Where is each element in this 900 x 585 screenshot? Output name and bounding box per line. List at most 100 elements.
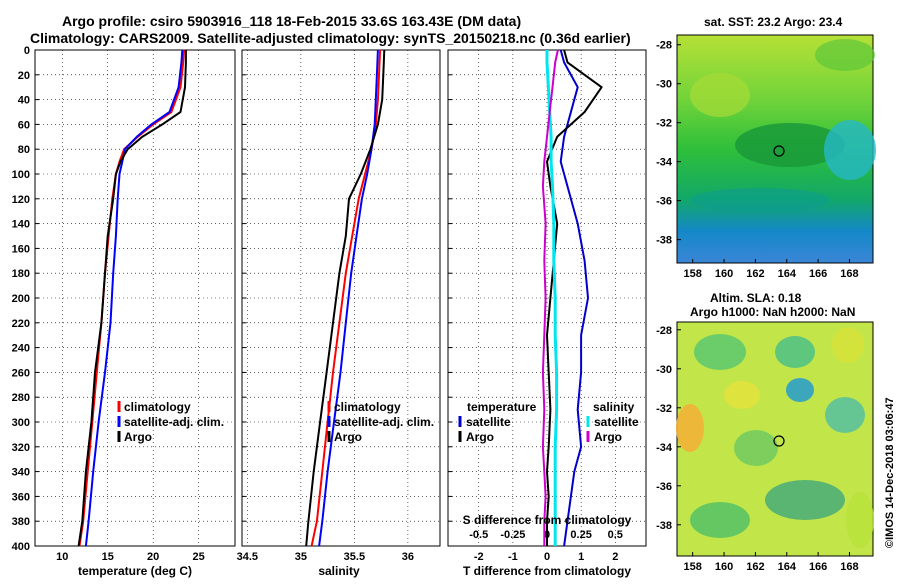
map-lon-label: 164	[778, 268, 797, 280]
x-tick-label: 34.5	[237, 551, 258, 563]
temperature-grid	[35, 49, 235, 547]
map-lon-label: 162	[746, 561, 764, 573]
series-line-satellite-adj-clim-	[84, 49, 184, 547]
map-lat-label: -34	[656, 442, 673, 454]
title-line-2: Climatology: CARS2009. Satellite-adjuste…	[30, 30, 631, 46]
series-line-salinity-argo	[541, 49, 559, 546]
legend-label-t-argo: Argo	[466, 430, 494, 444]
depth-tick-label: 80	[18, 144, 30, 156]
salinity-lines	[305, 49, 386, 547]
depth-tick-label: 320	[12, 442, 30, 454]
sst-map-title: sat. SST: 23.2 Argo: 23.4	[704, 15, 843, 29]
series-line-argo	[77, 50, 187, 547]
x-tick-label: 36	[402, 551, 414, 563]
legend-title-temperature: temperature	[467, 400, 537, 414]
depth-tick-label: 340	[12, 467, 30, 479]
map-lat-label: -28	[656, 40, 672, 52]
temperature-panel: 0 20 40 60 80 100 120 140 160 180 200 220 240 260 280 3…	[12, 45, 236, 578]
temperature-lines	[77, 49, 187, 547]
imos-credit: ©IMOS 14-Dec-2018 03:06:47	[884, 397, 896, 548]
map-lat-label: -36	[656, 481, 672, 493]
series-line-climatology	[310, 49, 382, 547]
depth-tick-label: 40	[18, 95, 30, 107]
map-lon-label: 168	[840, 268, 858, 280]
legend-label-satellite: satellite-adj. clim.	[334, 415, 434, 429]
depth-tick-label: 160	[12, 243, 30, 255]
difference-lines	[541, 49, 603, 547]
x-tick-label: 10	[56, 551, 68, 563]
sst-profile-marker	[773, 145, 785, 157]
difference-legend: temperature satellite Argo salinity sate…	[458, 400, 639, 444]
salinity-xlabel: salinity	[318, 564, 360, 578]
x-tick-label: 20	[147, 551, 159, 563]
map-lon-label: 164	[778, 561, 797, 573]
depth-tick-label: 240	[12, 343, 30, 355]
map-lat-label: -36	[656, 196, 672, 208]
map-lon-label: 166	[809, 268, 827, 280]
sla-profile-marker	[773, 435, 785, 447]
salinity-grid	[242, 49, 440, 547]
legend-title-salinity: salinity	[593, 400, 635, 414]
x-tick-label: 1	[578, 551, 584, 563]
depth-tick-label: 300	[12, 417, 30, 429]
map-lon-label: 166	[809, 561, 827, 573]
s-tick-label: 0.5	[608, 529, 623, 541]
temperature-xlabel: temperature (deg C)	[78, 564, 192, 578]
map-lon-label: 158	[684, 268, 702, 280]
depth-tick-label: 60	[18, 119, 30, 131]
sla-map: Altim. SLA: 0.18 Argo h1000: NaN h2000: …	[656, 291, 874, 573]
title-line-1: Argo profile: csiro 5903916_118 18-Feb-2…	[62, 13, 521, 29]
depth-tick-label: 120	[12, 194, 30, 206]
x-tick-label: 15	[102, 551, 114, 563]
series-line-temperature-satellite	[559, 49, 589, 547]
map-lat-label: -34	[656, 157, 673, 169]
legend-label-s-argo: Argo	[594, 430, 622, 444]
s-tick-label: -0.25	[500, 529, 525, 541]
depth-tick-labels: 0 20 40 60 80 100 120 140 160 180 200 220 240 260 280 3…	[12, 45, 30, 553]
s-tick-label: 0.25	[570, 529, 591, 541]
depth-tick-label: 140	[12, 219, 30, 231]
map-lat-label: -30	[656, 364, 672, 376]
sst-map-tick-labels: 158 160 162 164 166 168 -28 -30 -32 -34 -36 -38	[656, 40, 859, 280]
legend-label-climatology: climatology	[334, 400, 401, 414]
legend-label-climatology: climatology	[124, 400, 191, 414]
sla-map-title-1: Altim. SLA: 0.18	[710, 291, 802, 305]
map-lon-label: 162	[746, 268, 764, 280]
x-tick-label: 35	[295, 551, 307, 563]
map-lon-label: 158	[684, 561, 702, 573]
x-tick-label: 35.5	[344, 551, 365, 563]
map-lat-label: -30	[656, 79, 672, 91]
depth-tick-label: 0	[24, 45, 30, 57]
x-tick-label: 0	[544, 551, 550, 563]
series-line-temperature-argo	[546, 49, 603, 546]
depth-tick-label: 20	[18, 70, 30, 82]
map-lon-label: 168	[840, 561, 858, 573]
x-tick-label: -1	[508, 551, 518, 563]
series-line-argo	[305, 49, 386, 547]
s-difference-label: S difference from climatology	[463, 513, 632, 527]
x-tick-label: -2	[474, 551, 484, 563]
x-tick-label: 25	[193, 551, 205, 563]
map-lat-label: -38	[656, 235, 672, 247]
depth-tick-label: 100	[12, 169, 30, 181]
sst-features	[690, 39, 876, 212]
difference-panel: -2 -1 0 1 2-0.5 -0.25 0 0.25 0.5 T difference fr…	[447, 49, 647, 578]
sla-features	[676, 327, 874, 548]
series-line-satellite-adj-clim-	[318, 49, 379, 547]
legend-label-argo: Argo	[124, 430, 152, 444]
map-lon-label: 160	[715, 268, 733, 280]
depth-tick-label: 280	[12, 392, 30, 404]
temperature-x-tick-labels: 10 15 20 25	[56, 551, 205, 563]
sla-map-tick-labels: 158 160 162 164 166 168 -28 -30 -32 -34 -36 -38	[656, 325, 859, 573]
depth-tick-label: 200	[12, 293, 30, 305]
legend-label-t-satellite: satellite	[466, 415, 511, 429]
map-lat-label: -38	[656, 520, 672, 532]
depth-tick-label: 400	[12, 541, 30, 553]
legend-label-satellite: satellite-adj. clim.	[124, 415, 224, 429]
depth-tick-label: 380	[12, 516, 30, 528]
salinity-legend: climatology satellite-adj. clim. Argo	[327, 400, 434, 444]
sst-map: sat. SST: 23.2 Argo: 23.4 158 160 162 164 16…	[656, 15, 876, 280]
legend-label-argo: Argo	[334, 430, 362, 444]
sla-map-title-2: Argo h1000: NaN h2000: NaN	[690, 305, 855, 319]
salinity-x-tick-labels: 34.5 35 35.5 36	[237, 551, 414, 563]
